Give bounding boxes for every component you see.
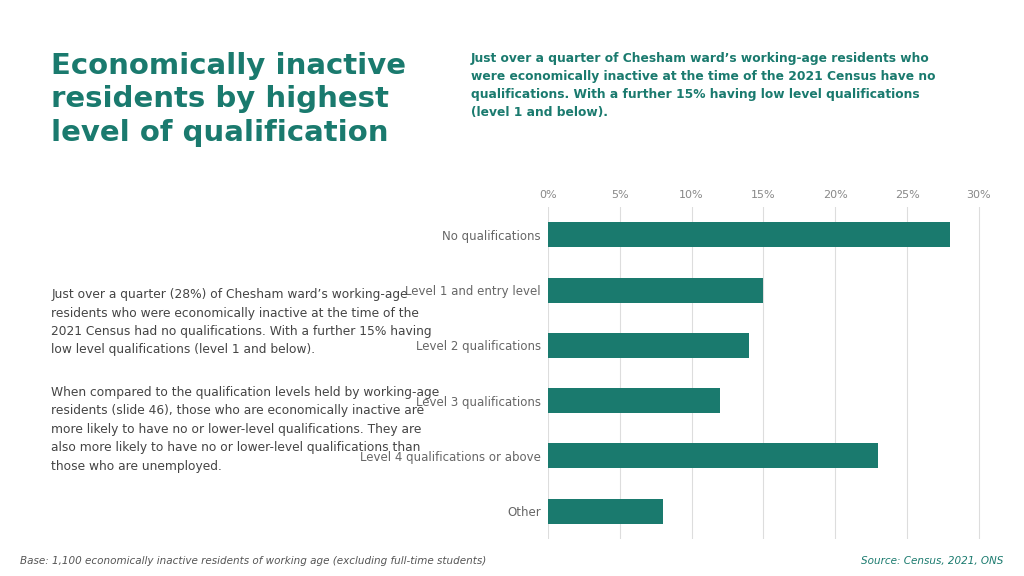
- Bar: [548, 499, 663, 524]
- Bar: [548, 333, 749, 358]
- Text: Just over a quarter of Chesham ward’s working-age residents who
were economicall: Just over a quarter of Chesham ward’s wo…: [471, 52, 936, 119]
- Text: Economically inactive
residents by highest
level of qualification: Economically inactive residents by highe…: [51, 52, 407, 147]
- Text: Just over a quarter (28%) of Chesham ward’s working-age
residents who were econo: Just over a quarter (28%) of Chesham war…: [51, 288, 432, 357]
- Text: Source: Census, 2021, ONS: Source: Census, 2021, ONS: [861, 556, 1004, 566]
- Bar: [548, 278, 763, 302]
- Text: Base: 1,100 economically inactive residents of working age (excluding full-time : Base: 1,100 economically inactive reside…: [20, 556, 486, 566]
- Bar: [548, 222, 950, 247]
- Bar: [548, 444, 879, 468]
- Text: When compared to the qualification levels held by working-age
residents (slide 4: When compared to the qualification level…: [51, 386, 439, 473]
- Bar: [548, 388, 720, 413]
